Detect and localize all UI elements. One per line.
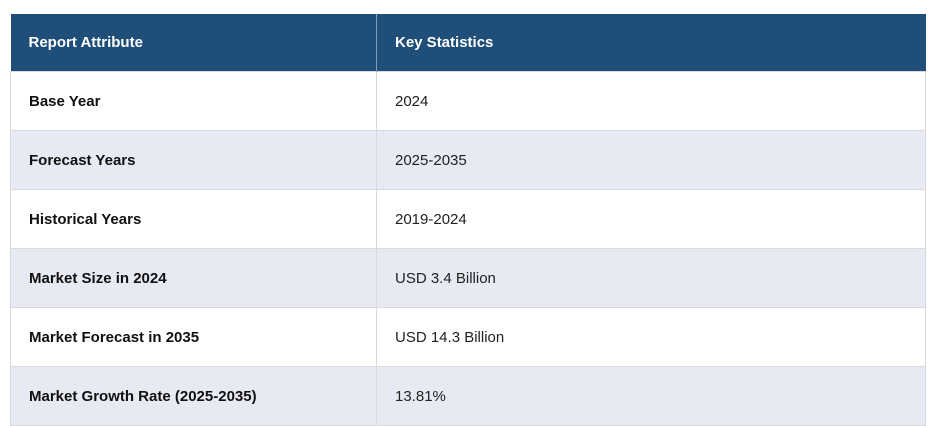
value-cell-base-year: 2024 xyxy=(376,71,926,131)
table-row: Market Size in 2024 USD 3.4 Billion xyxy=(10,248,926,308)
table-row: Historical Years 2019-2024 xyxy=(10,189,926,249)
value-cell-market-forecast: USD 14.3 Billion xyxy=(376,307,926,367)
value-cell-forecast-years: 2025-2035 xyxy=(376,130,926,190)
column-header-report-attribute: Report Attribute xyxy=(10,14,377,72)
table-header-row: Report Attribute Key Statistics xyxy=(10,14,926,72)
attribute-cell-growth-rate: Market Growth Rate (2025-2035) xyxy=(10,366,377,426)
value-cell-market-size: USD 3.4 Billion xyxy=(376,248,926,308)
attribute-cell-market-forecast: Market Forecast in 2035 xyxy=(10,307,377,367)
value-cell-historical-years: 2019-2024 xyxy=(376,189,926,249)
attribute-cell-base-year: Base Year xyxy=(10,71,377,131)
attribute-cell-historical-years: Historical Years xyxy=(10,189,377,249)
column-header-key-statistics: Key Statistics xyxy=(376,14,926,72)
table-row: Base Year 2024 xyxy=(10,71,926,131)
value-cell-growth-rate: 13.81% xyxy=(376,366,926,426)
table-row: Market Forecast in 2035 USD 14.3 Billion xyxy=(10,307,926,367)
table-row: Forecast Years 2025-2035 xyxy=(10,130,926,190)
attribute-cell-forecast-years: Forecast Years xyxy=(10,130,377,190)
table-row: Market Growth Rate (2025-2035) 13.81% xyxy=(10,366,926,426)
report-attributes-table: Report Attribute Key Statistics Base Yea… xyxy=(10,14,926,426)
attribute-cell-market-size: Market Size in 2024 xyxy=(10,248,377,308)
